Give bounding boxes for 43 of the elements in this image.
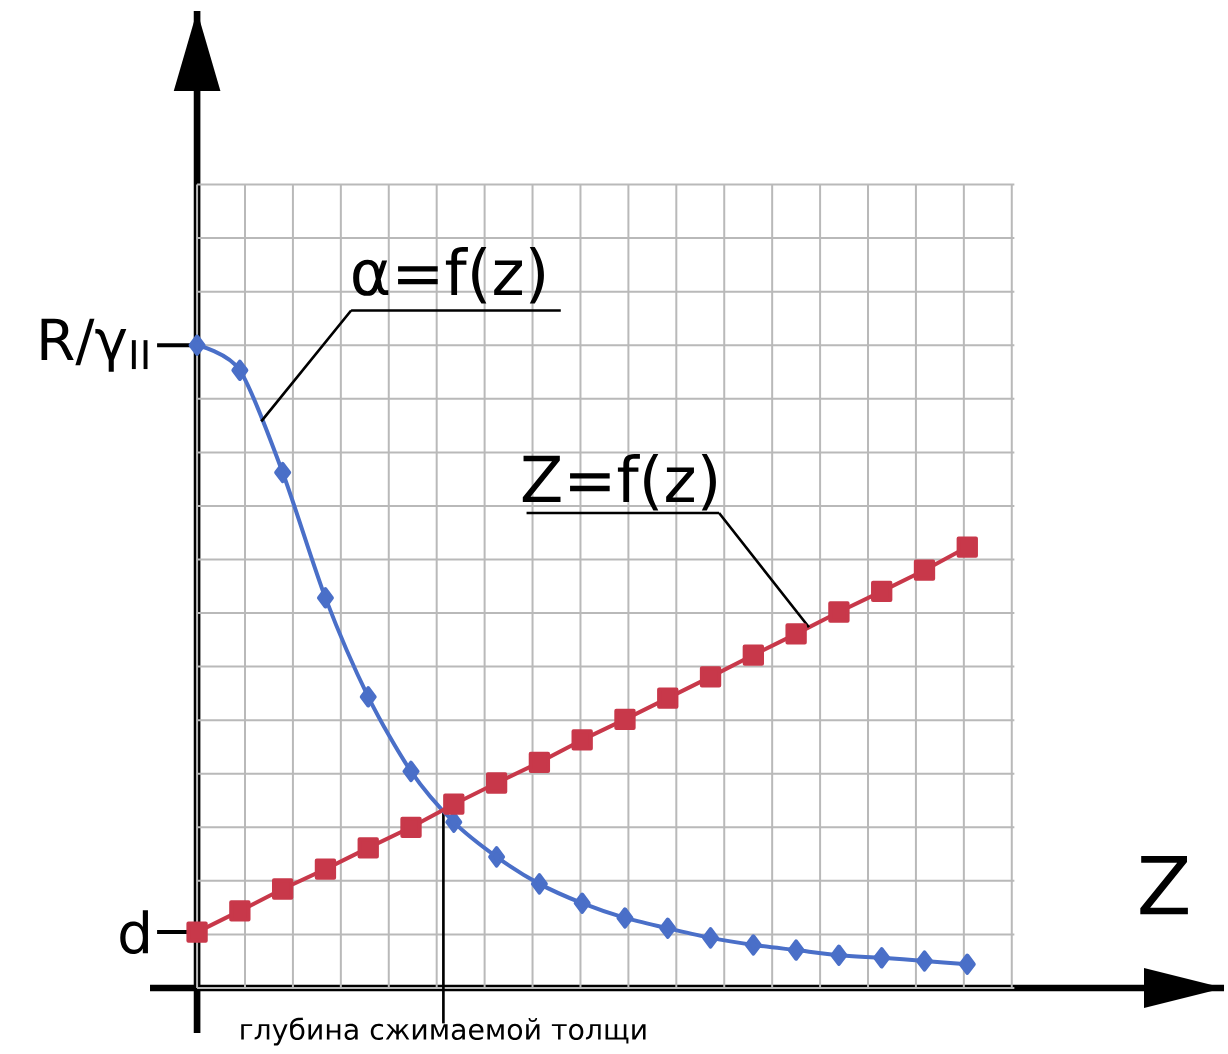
- point: [573, 892, 591, 914]
- point: [659, 917, 677, 939]
- point: [528, 751, 551, 774]
- point: [571, 729, 593, 751]
- point: [616, 907, 634, 929]
- point: [699, 666, 722, 688]
- point: [785, 623, 807, 645]
- x-axis-title: Z: [1140, 856, 1188, 915]
- point: [314, 858, 337, 880]
- point: [357, 837, 379, 859]
- point: [443, 793, 465, 815]
- text: R/γ$_{II}$: [41, 318, 148, 372]
- point: [271, 878, 294, 900]
- point: [956, 536, 978, 558]
- point: [915, 950, 933, 972]
- point: [186, 921, 208, 943]
- point: [231, 359, 249, 381]
- point: [188, 334, 206, 356]
- point: [830, 944, 848, 966]
- point: [402, 760, 420, 783]
- point: [871, 580, 893, 603]
- point: [530, 873, 548, 895]
- point: [229, 900, 251, 922]
- point: [744, 934, 762, 956]
- point: [873, 947, 891, 969]
- point: [485, 772, 508, 794]
- point: [787, 939, 805, 961]
- point: [828, 601, 850, 623]
- point: [614, 708, 636, 730]
- point: [958, 953, 976, 975]
- text: Z=f(z): [522, 453, 716, 511]
- series-label: α=f(z): [353, 246, 544, 304]
- text: d: [120, 910, 148, 954]
- point: [742, 644, 765, 666]
- point: [702, 927, 720, 949]
- point: [488, 846, 506, 868]
- point: [400, 816, 422, 838]
- point: [657, 687, 679, 709]
- point: [316, 587, 334, 609]
- text: глубина сжимаемой толщи: [241, 1017, 646, 1046]
- point: [274, 461, 292, 484]
- point: [359, 686, 377, 708]
- point: [913, 559, 936, 581]
